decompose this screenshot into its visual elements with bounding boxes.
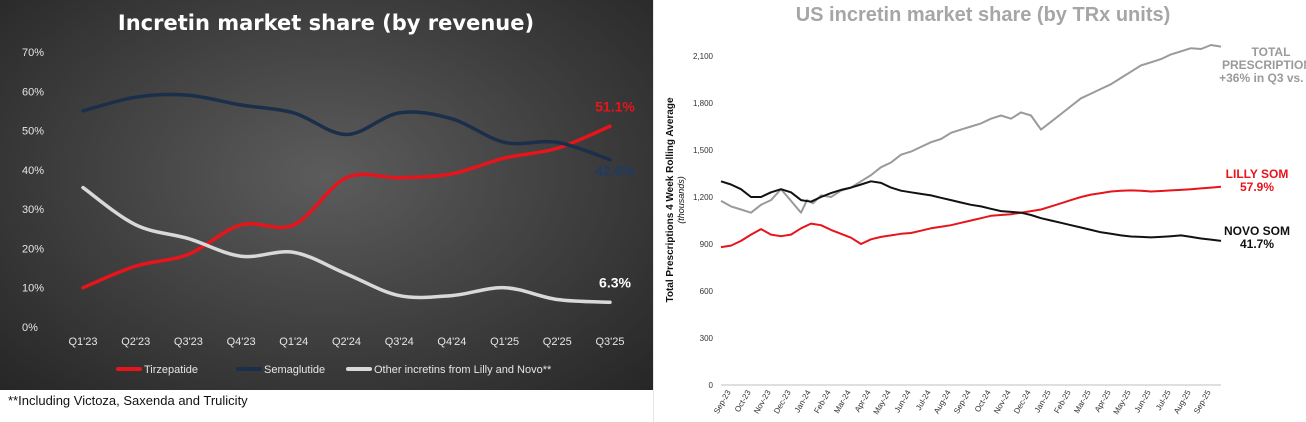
series-label-total-prescriptions: PRESCRIPTIONS (1222, 58, 1306, 72)
x-tick-label: Q1'23 (68, 336, 97, 348)
series-label-lilly-som: LILLY SOM (1226, 167, 1289, 181)
y-tick-label: 60% (22, 86, 44, 98)
x-tick-label: Jun-25 (1133, 388, 1153, 414)
x-tick-label: Dec-23 (772, 388, 793, 415)
x-tick-label: Nov-23 (752, 388, 773, 415)
end-labels: 51.1% 42.6% 6.3% (595, 98, 635, 290)
series-line-lilly-som (720, 185, 1222, 249)
series-line-total-prescriptions (720, 44, 1222, 214)
series-line-semaglutide (81, 92, 612, 162)
footnote: **Including Victoza, Saxenda and Trulici… (8, 393, 248, 408)
x-tick-label: Q4'24 (437, 336, 466, 348)
y-axis-title-group: Total Prescriptions 4 Week Rolling Avera… (665, 97, 686, 302)
end-label-tirzepatide: 51.1% (595, 98, 635, 114)
x-tick-label: Feb-24 (812, 388, 833, 415)
series-line-novo-som (720, 180, 1222, 242)
x-tick-label: Jan-25 (1033, 388, 1053, 414)
y-tick-label: 50% (22, 126, 44, 138)
x-tick-label: May-24 (872, 388, 893, 416)
end-label-semaglutide: 42.6% (595, 163, 635, 179)
series-label-novo-som: 41.7% (1240, 237, 1274, 251)
series-label-total-prescriptions: +36% in Q3 vs. PY (1219, 71, 1306, 85)
x-tick-label: Q2'25 (543, 336, 572, 348)
series-line-other-incretins-from-lilly-and-novo (81, 185, 612, 304)
legend-label: Tirzepatide (144, 364, 198, 376)
x-tick-label: Sep-24 (952, 388, 973, 415)
x-tick-label: Dec-24 (1012, 388, 1033, 415)
x-tick-label: Jul-25 (1154, 388, 1173, 412)
x-tick-label: Mar-25 (1072, 388, 1093, 415)
y-tick-label: 40% (22, 165, 44, 177)
y-tick-label: 0 (709, 381, 714, 390)
legend-label: Semaglutide (264, 364, 325, 376)
y-tick-label: 20% (22, 243, 44, 255)
panel-divider (653, 0, 654, 422)
y-tick-label: 70% (22, 47, 44, 59)
x-tick-label: Sep-25 (1192, 388, 1213, 415)
y-tick-label: 600 (700, 287, 714, 296)
x-tick-label: Q1'25 (490, 336, 519, 348)
x-tick-label: Oct-24 (973, 388, 993, 414)
x-tick-label: Sep-23 (712, 388, 733, 415)
x-tick-label: Jun-24 (893, 388, 913, 414)
y-tick-label: 10% (22, 283, 44, 295)
x-tick-label: Mar-24 (832, 388, 853, 415)
legend: Tirzepatide Semaglutide Other incretins fr… (116, 364, 552, 376)
series-labels: TOTALPRESCRIPTIONS+36% in Q3 vs. PY LILLY… (1219, 45, 1306, 251)
trx-chart: US incretin market share (by TRx units) … (665, 4, 1306, 416)
x-tick-label: Oct-23 (733, 388, 753, 414)
y-axis: 0 300 600 900 1,200 1,500 1,800 2,100 (693, 52, 714, 390)
revenue-chart-panel: Incretin market share (by revenue) 0% 10%… (0, 0, 653, 390)
y-tick-label: 1,500 (693, 146, 714, 155)
x-tick-label: Aug-25 (1172, 388, 1193, 415)
revenue-chart: Incretin market share (by revenue) 0% 10%… (22, 11, 635, 376)
series-group (720, 44, 1222, 249)
y-axis-title: Total Prescriptions 4 Week Rolling Avera… (665, 97, 676, 302)
y-tick-label: 1,200 (693, 193, 714, 202)
x-tick-label: Jul-24 (914, 388, 933, 412)
chart-title: US incretin market share (by TRx units) (796, 4, 1171, 26)
x-tick-label: Q4'23 (227, 336, 256, 348)
x-tick-label: Nov-24 (992, 388, 1013, 415)
y-tick-label: 30% (22, 204, 44, 216)
y-tick-label: 0% (22, 322, 38, 334)
series-line-tirzepatide (81, 124, 612, 290)
x-axis: Sep-23 Oct-23 Nov-23 Dec-23 Jan-24 Feb-24 Mar-… (712, 388, 1213, 416)
series-label-novo-som: NOVO SOM (1224, 224, 1290, 238)
x-tick-label: Q2'23 (121, 336, 150, 348)
x-tick-label: May-25 (1112, 388, 1133, 416)
x-tick-label: Jan-24 (793, 388, 813, 414)
x-tick-label: Aug-24 (932, 388, 953, 415)
legend-label: Other incretins from Lilly and Novo** (374, 364, 552, 376)
chart-title: Incretin market share (by revenue) (118, 11, 534, 35)
x-tick-label: Apr-24 (853, 388, 873, 414)
y-tick-label: 900 (700, 240, 714, 249)
y-tick-label: 1,800 (693, 99, 714, 108)
x-tick-label: Q3'23 (174, 336, 203, 348)
x-tick-label: Q2'24 (332, 336, 361, 348)
end-label-other-incretins-from-lilly-and-novo: 6.3% (599, 274, 631, 290)
x-axis: Q1'23 Q2'23 Q3'23 Q4'23 Q1'24 Q2'24 Q3'24 Q4'24… (68, 336, 624, 348)
series-label-lilly-som: 57.9% (1240, 180, 1274, 194)
x-tick-label: Q3'25 (595, 336, 624, 348)
series-label-total-prescriptions: TOTAL (1252, 45, 1291, 59)
y-tick-label: 300 (700, 334, 714, 343)
y-tick-label: 2,100 (693, 52, 714, 61)
series-group (81, 92, 612, 304)
x-tick-label: Feb-25 (1052, 388, 1073, 415)
y-axis-subtitle: (thousands) (676, 176, 686, 224)
x-tick-label: Apr-25 (1093, 388, 1113, 414)
x-tick-label: Q1'24 (279, 336, 308, 348)
x-tick-label: Q3'24 (385, 336, 414, 348)
y-axis: 0% 10% 20% 30% 40% 50% 60% 70% (22, 47, 44, 334)
